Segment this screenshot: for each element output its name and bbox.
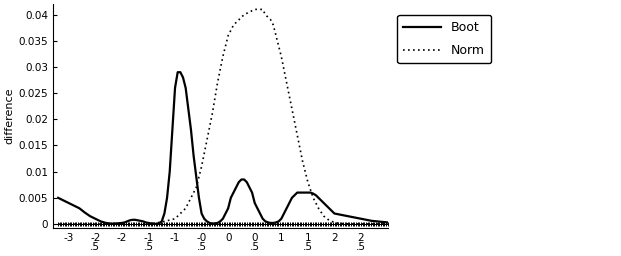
Boot: [325, 207, 333, 210]
Boot: [174, 71, 181, 74]
Line: Norm: Norm: [58, 9, 388, 224]
Line: Boot: Boot: [58, 72, 388, 224]
Y-axis label: difference: difference: [4, 88, 14, 144]
Norm: [357, 222, 365, 226]
Norm: [288, 107, 296, 110]
Norm: [384, 222, 391, 226]
Boot: [153, 222, 160, 226]
Boot: [283, 207, 291, 210]
Boot: [147, 222, 155, 225]
Boot: [304, 191, 312, 194]
Legend: Boot, Norm: Boot, Norm: [397, 15, 491, 63]
Norm: [272, 34, 279, 37]
Norm: [55, 222, 62, 226]
Norm: [325, 219, 333, 222]
Boot: [384, 221, 391, 224]
Norm: [198, 165, 206, 168]
Boot: [217, 220, 224, 223]
Norm: [278, 55, 285, 58]
Norm: [251, 8, 258, 11]
Boot: [140, 220, 147, 223]
Boot: [55, 196, 62, 199]
